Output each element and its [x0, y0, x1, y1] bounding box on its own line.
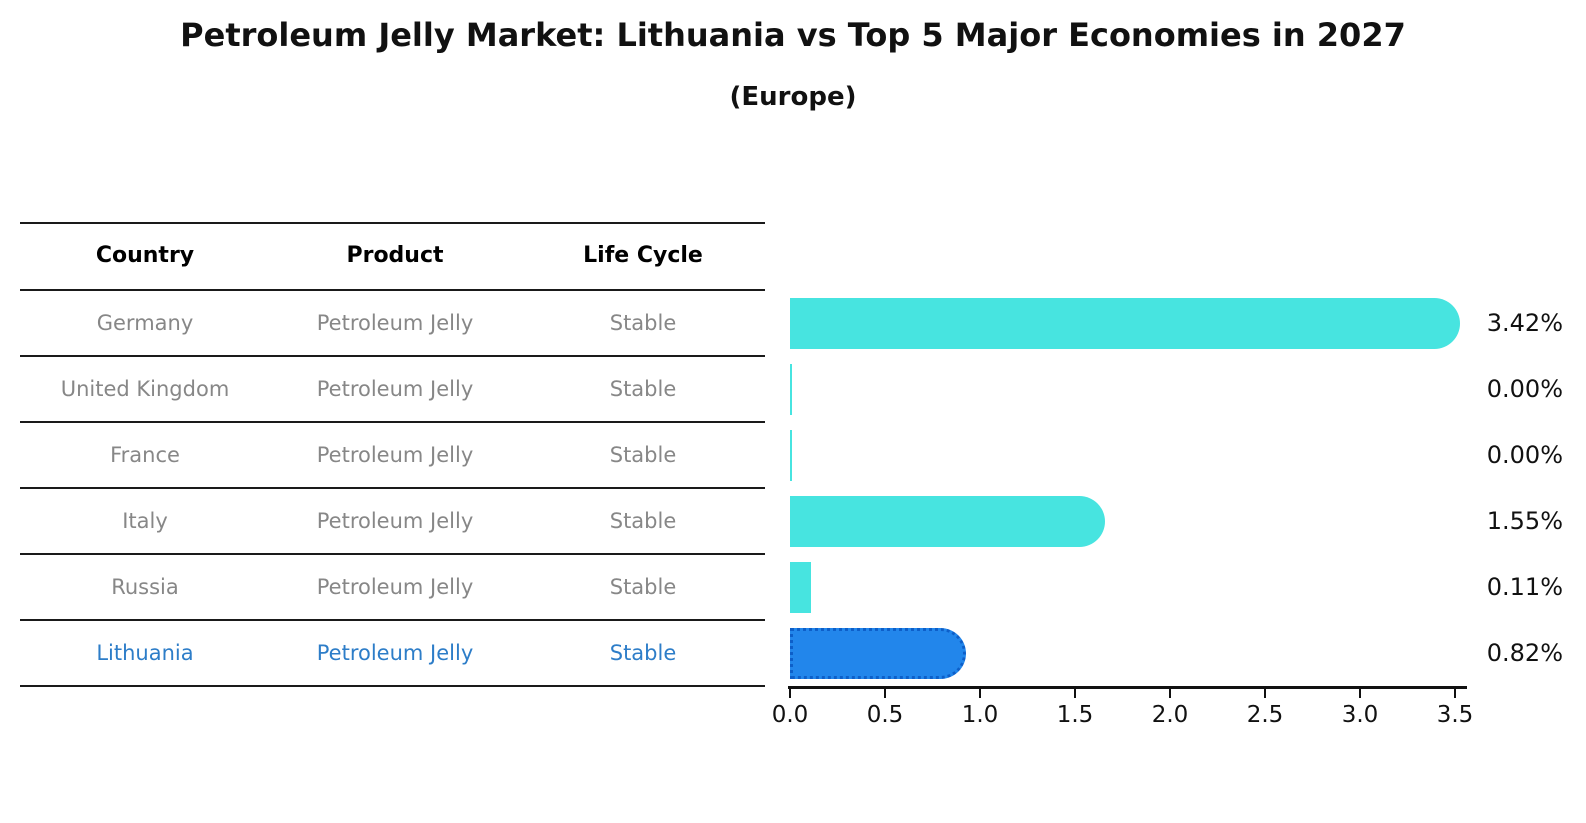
table-cell-product: Petroleum Jelly — [316, 443, 474, 467]
x-tick — [979, 689, 981, 698]
x-tick — [1169, 689, 1171, 698]
bar-italy — [790, 495, 1105, 547]
table-cell-country: Italy — [122, 509, 168, 533]
x-axis-spine — [788, 686, 1467, 689]
x-tick-label: 1.0 — [961, 702, 999, 728]
table-cell-country: United Kingdom — [60, 377, 230, 401]
table-rule-line — [20, 553, 765, 555]
x-tick — [1264, 689, 1266, 698]
table-cell-life-cycle: Stable — [609, 509, 677, 533]
x-tick — [789, 689, 791, 698]
table-rule-line — [20, 355, 765, 357]
table-cell-country: Russia — [111, 575, 179, 599]
table-rule-line — [20, 421, 765, 423]
x-tick-label: 2.0 — [1151, 702, 1189, 728]
table-cell-life-cycle: Stable — [609, 377, 677, 401]
table-header-life-cycle: Life Cycle — [583, 243, 703, 268]
bar-value-label: 1.55% — [1486, 507, 1563, 535]
bar-france — [790, 429, 792, 481]
table-cell-product: Petroleum Jelly — [316, 311, 474, 335]
table-cell-country: Lithuania — [96, 641, 194, 665]
bar-value-label: 0.00% — [1486, 441, 1563, 469]
table-cell-product: Petroleum Jelly — [316, 641, 474, 665]
chart-title: Petroleum Jelly Market: Lithuania vs Top… — [180, 16, 1406, 54]
bar-lithuania — [790, 627, 966, 679]
table-cell-product: Petroleum Jelly — [316, 377, 474, 401]
x-tick — [1454, 689, 1456, 698]
x-tick — [1359, 689, 1361, 698]
table-rule-line — [20, 685, 765, 687]
table-rule-line — [20, 289, 765, 291]
bar-value-label: 0.82% — [1486, 639, 1563, 667]
x-tick-label: 2.5 — [1246, 702, 1284, 728]
table-cell-product: Petroleum Jelly — [316, 575, 474, 599]
bar-value-label: 0.00% — [1486, 375, 1563, 403]
table-header-country: Country — [95, 243, 195, 268]
x-tick-label: 3.5 — [1436, 702, 1474, 728]
x-tick-label: 1.5 — [1056, 702, 1094, 728]
table-rule-line — [20, 487, 765, 489]
bar-value-label: 0.11% — [1486, 573, 1563, 601]
table-cell-country: Germany — [96, 311, 194, 335]
table-cell-life-cycle: Stable — [609, 641, 677, 665]
x-tick-label: 0.0 — [771, 702, 809, 728]
table-cell-product: Petroleum Jelly — [316, 509, 474, 533]
table-rule-line — [20, 222, 765, 224]
table-rule-line — [20, 619, 765, 621]
table-cell-life-cycle: Stable — [609, 443, 677, 467]
x-tick-label: 3.0 — [1341, 702, 1379, 728]
chart-subtitle: (Europe) — [729, 82, 857, 112]
bar-united-kingdom — [790, 363, 792, 415]
x-tick-label: 0.5 — [866, 702, 904, 728]
table-cell-country: France — [110, 443, 180, 467]
table-cell-life-cycle: Stable — [609, 311, 677, 335]
bar-germany — [790, 297, 1460, 349]
x-tick — [884, 689, 886, 698]
x-tick — [1074, 689, 1076, 698]
bar-value-label: 3.42% — [1486, 309, 1563, 337]
table-header-product: Product — [346, 243, 444, 268]
bar-russia — [790, 561, 811, 613]
table-cell-life-cycle: Stable — [609, 575, 677, 599]
